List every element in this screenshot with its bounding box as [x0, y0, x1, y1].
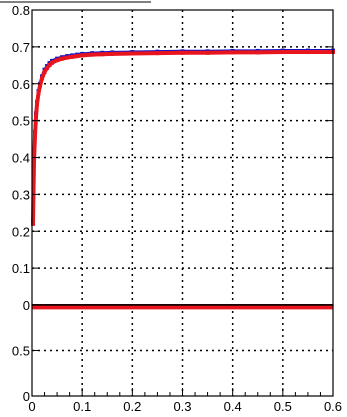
upper-data-point — [75, 54, 80, 59]
upper-data-point — [38, 83, 43, 88]
upper-data-point — [45, 65, 50, 70]
upper-y-tick-label: 0.3 — [12, 187, 30, 202]
upper-data-point — [60, 56, 65, 61]
upper-data-point — [33, 133, 38, 138]
x-tick-label: 0.5 — [274, 399, 292, 414]
upper-data-point — [305, 50, 310, 55]
lower-y-tick-label: 0 — [23, 389, 30, 404]
upper-data-point — [80, 53, 85, 58]
axes — [0, 1, 334, 397]
upper-y-tick-label: 0.4 — [12, 151, 30, 166]
upper-data-point — [31, 221, 35, 226]
upper-series-layer — [31, 48, 335, 226]
upper-data-point — [100, 52, 105, 57]
upper-data-point — [40, 76, 45, 81]
upper-y-tick-label: 0.6 — [12, 77, 30, 92]
x-tick-label: 0.3 — [173, 399, 191, 414]
lower-y-tick-label: 0.5 — [12, 344, 30, 359]
upper-data-point — [110, 51, 115, 56]
x-tick-label: 0 — [28, 399, 35, 414]
upper-data-point — [255, 50, 260, 55]
lower-grid — [32, 305, 333, 396]
upper-data-point — [55, 58, 60, 63]
upper-grid — [32, 10, 333, 305]
upper-data-point — [155, 51, 160, 56]
x-tick-label: 0.1 — [73, 399, 91, 414]
upper-data-point — [35, 102, 40, 107]
upper-y-tick-label: 0.5 — [12, 114, 30, 129]
upper-data-point — [205, 50, 210, 55]
upper-data-point — [90, 52, 95, 57]
tick-labels: 0 0.1 0.2 0.3 0.4 0.5 0.6 0.7 0.8 0 0.5 0 0.1 0.2 0.3 0… — [12, 3, 342, 414]
x-tick-label: 0.6 — [324, 399, 342, 414]
upper-y-tick-label: 0.2 — [12, 224, 30, 239]
upper-data-point — [42, 69, 47, 74]
upper-data-point — [280, 50, 285, 55]
upper-data-point — [36, 90, 41, 95]
upper-data-point — [230, 50, 235, 55]
upper-data-point — [50, 60, 55, 65]
upper-y-tick-label: 0.1 — [12, 261, 30, 276]
upper-y-tick-label: 0.8 — [12, 3, 30, 18]
upper-y-tick-label: 0.7 — [12, 40, 30, 55]
upper-data-point — [180, 50, 185, 55]
x-tick-label: 0.4 — [224, 399, 242, 414]
upper-data-point — [47, 62, 52, 67]
x-tick-label: 0.2 — [123, 399, 141, 414]
upper-data-point — [130, 51, 135, 56]
upper-data-point — [34, 114, 39, 119]
upper-data-point — [70, 54, 75, 59]
upper-y-tick-label: 0 — [23, 298, 30, 313]
upper-data-point — [65, 55, 70, 60]
upper-data-point — [32, 159, 37, 164]
